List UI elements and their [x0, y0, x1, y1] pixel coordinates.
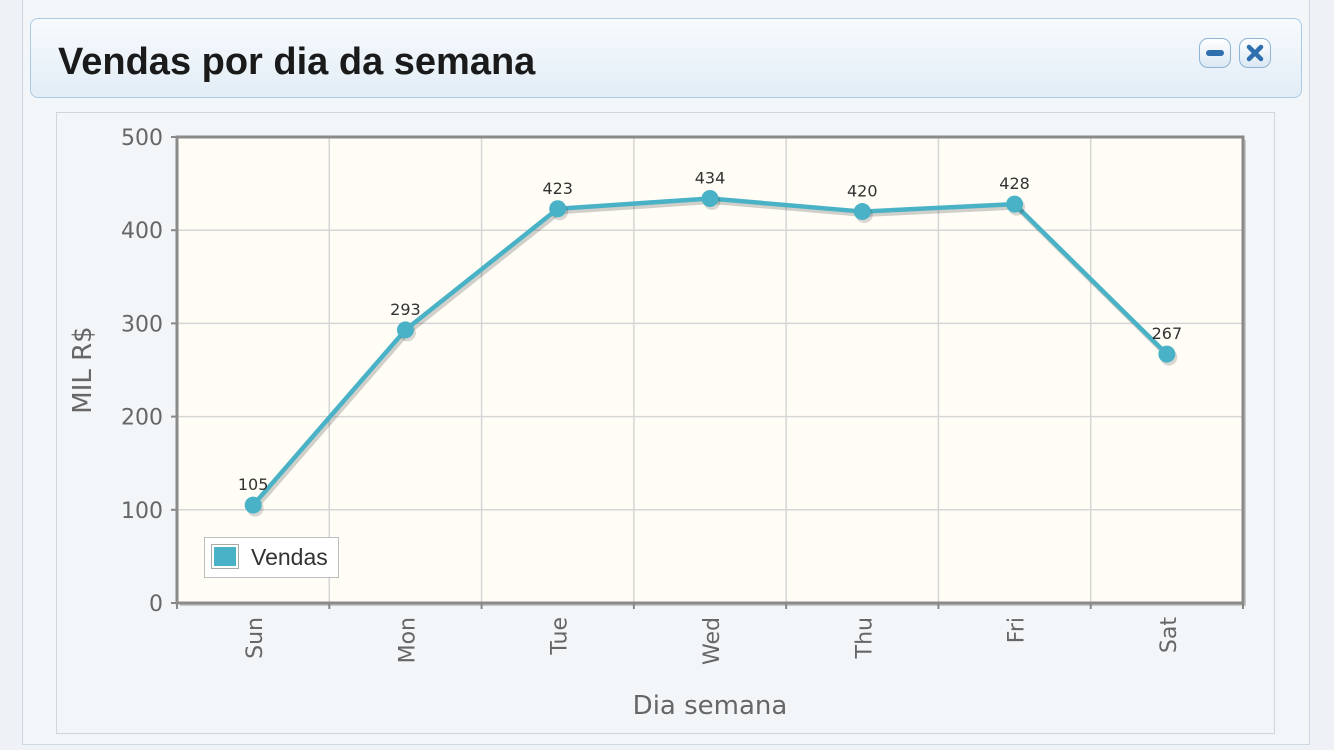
- y-tick-label: 300: [121, 312, 163, 337]
- data-point: [701, 190, 719, 208]
- data-label: 434: [695, 169, 726, 188]
- x-tick-label: Tue: [548, 617, 573, 656]
- x-tick-label: Wed: [700, 617, 725, 665]
- x-tick-label: Sat: [1157, 617, 1182, 653]
- y-tick-label: 100: [121, 499, 163, 524]
- legend: Vendas: [204, 537, 339, 578]
- data-label: 428: [999, 174, 1030, 193]
- close-button[interactable]: [1239, 38, 1271, 68]
- y-tick-label: 200: [121, 406, 163, 431]
- data-label: 267: [1152, 324, 1183, 343]
- x-axis-title: Dia semana: [633, 691, 788, 721]
- line-chart: 0 100 200 300 400 500 Sun Mon Tue Wed Thu Fri Sat Dia…: [68, 126, 1246, 721]
- data-point: [244, 496, 262, 514]
- data-point: [1006, 195, 1024, 213]
- minimize-button[interactable]: [1199, 38, 1231, 68]
- y-tick-label: 400: [121, 219, 163, 244]
- data-point: [549, 200, 567, 218]
- data-point: [1158, 345, 1176, 363]
- x-tick-label: Mon: [395, 617, 420, 663]
- x-tick-label: Thu: [852, 617, 877, 659]
- legend-swatch: [211, 544, 239, 569]
- minus-icon: [1206, 50, 1224, 56]
- data-point: [396, 321, 414, 339]
- x-tick-label: Fri: [1005, 617, 1030, 643]
- plot-area: [177, 137, 1243, 603]
- data-label: 423: [542, 179, 573, 198]
- legend-label: Vendas: [251, 544, 328, 570]
- data-point: [853, 203, 871, 221]
- y-tick-label: 0: [149, 592, 163, 617]
- data-label: 420: [847, 182, 878, 201]
- data-label: 293: [390, 300, 421, 319]
- plot-border: [175, 135, 1245, 605]
- x-tick-label: Sun: [243, 617, 268, 659]
- data-label: 105: [238, 475, 269, 494]
- close-x-icon: [1246, 44, 1264, 62]
- chart-container: 0 100 200 300 400 500 Sun Mon Tue Wed Thu Fri Sat Dia…: [56, 112, 1275, 734]
- y-tick-label: 500: [121, 126, 163, 151]
- y-axis-title: MIL R$: [68, 326, 98, 413]
- panel-title: Vendas por dia da semana: [58, 41, 536, 83]
- panel-header: Vendas por dia da semana: [30, 18, 1302, 98]
